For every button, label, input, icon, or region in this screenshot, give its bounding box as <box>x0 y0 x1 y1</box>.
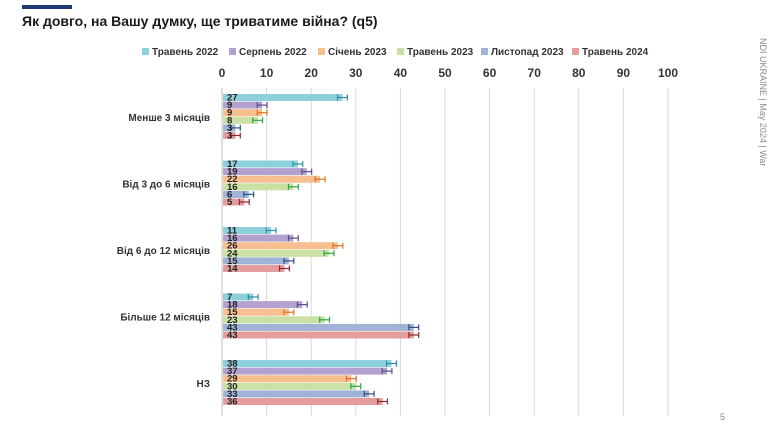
legend-swatch <box>397 48 404 55</box>
data-label: 5 <box>227 197 233 208</box>
bar <box>223 323 414 331</box>
data-label: 29 <box>227 374 238 385</box>
x-tick-label: 10 <box>260 66 274 80</box>
bar <box>223 132 236 139</box>
x-tick-label: 60 <box>483 66 497 80</box>
legend-label: Травень 2022 <box>152 47 219 58</box>
data-label: 22 <box>227 174 238 185</box>
data-label: 3 <box>227 123 232 134</box>
data-label: 16 <box>227 233 238 244</box>
bar <box>223 382 356 390</box>
data-label: 30 <box>227 381 238 392</box>
page-number: 5 <box>720 412 726 422</box>
bar <box>223 242 338 250</box>
bar <box>223 94 343 101</box>
data-label: 27 <box>227 93 238 104</box>
x-tick-label: 90 <box>617 66 631 80</box>
bar <box>223 308 289 316</box>
bar <box>223 198 245 206</box>
data-label: 15 <box>227 307 238 318</box>
x-tick-label: 50 <box>438 66 452 80</box>
legend-swatch <box>572 48 579 55</box>
data-label: 37 <box>227 366 238 377</box>
legend-swatch <box>318 48 325 55</box>
data-label: 15 <box>227 256 238 267</box>
data-label: 24 <box>227 248 238 259</box>
data-label: 16 <box>227 182 238 193</box>
legend-swatch <box>142 48 149 55</box>
x-tick-label: 30 <box>349 66 363 80</box>
bar <box>223 101 263 109</box>
bar <box>223 293 254 301</box>
x-tick-label: 70 <box>528 66 542 80</box>
data-label: 19 <box>227 167 238 178</box>
data-label: 23 <box>227 315 238 326</box>
data-label: 18 <box>227 300 238 311</box>
bar <box>223 116 258 124</box>
x-tick-label: 40 <box>394 66 408 80</box>
category-label: НЗ <box>197 379 211 390</box>
category-label: Менше 3 місяців <box>128 113 210 124</box>
page-title: Як довго, на Вашу думку, ще триватиме ві… <box>22 13 378 29</box>
legend-swatch <box>481 48 488 55</box>
x-tick-label: 20 <box>305 66 319 80</box>
data-label: 17 <box>227 159 238 170</box>
bar <box>223 124 236 132</box>
bar <box>223 183 294 191</box>
category-label: Від 3 до 6 місяців <box>122 179 210 190</box>
x-tick-label: 80 <box>572 66 586 80</box>
x-tick-label: 0 <box>219 66 226 80</box>
bar <box>223 234 294 242</box>
legend-label: Серпень 2022 <box>239 47 307 58</box>
category-label: Більше 12 місяців <box>120 312 210 323</box>
legend-label: Листопад 2023 <box>491 47 564 58</box>
bar <box>223 316 325 324</box>
data-label: 8 <box>227 115 232 126</box>
legend-label: Травень 2024 <box>582 47 649 58</box>
data-label: 3 <box>227 131 232 142</box>
data-label: 14 <box>227 264 238 275</box>
bar <box>223 360 392 367</box>
data-label: 6 <box>227 189 232 200</box>
data-label: 11 <box>227 226 238 237</box>
data-label: 38 <box>227 359 238 370</box>
bar <box>223 249 330 257</box>
bar <box>223 190 249 198</box>
bar <box>223 265 285 272</box>
data-label: 9 <box>227 100 232 111</box>
data-label: 7 <box>227 292 232 303</box>
bar <box>223 109 263 117</box>
side-note: NDI UKRAINE | May 2024 | War <box>758 38 768 167</box>
bar <box>223 367 388 375</box>
bar <box>223 375 352 383</box>
bar <box>223 301 303 309</box>
bar <box>223 390 370 398</box>
data-label: 43 <box>227 322 238 333</box>
data-label: 43 <box>227 330 238 341</box>
bar <box>223 331 414 339</box>
data-label: 9 <box>227 108 232 119</box>
bar <box>223 398 383 405</box>
bar <box>223 160 298 168</box>
bar <box>223 175 321 183</box>
data-label: 26 <box>227 241 238 252</box>
accent-bar <box>22 5 72 9</box>
bar <box>223 227 272 234</box>
data-label: 33 <box>227 389 238 400</box>
legend-label: Травень 2023 <box>407 47 474 58</box>
legend-swatch <box>229 48 236 55</box>
bar <box>223 257 289 265</box>
category-label: Від 6 до 12 місяців <box>117 246 210 257</box>
legend-label: Січень 2023 <box>328 47 387 58</box>
bar <box>223 168 307 176</box>
x-tick-label: 100 <box>658 66 678 80</box>
data-label: 36 <box>227 397 238 408</box>
